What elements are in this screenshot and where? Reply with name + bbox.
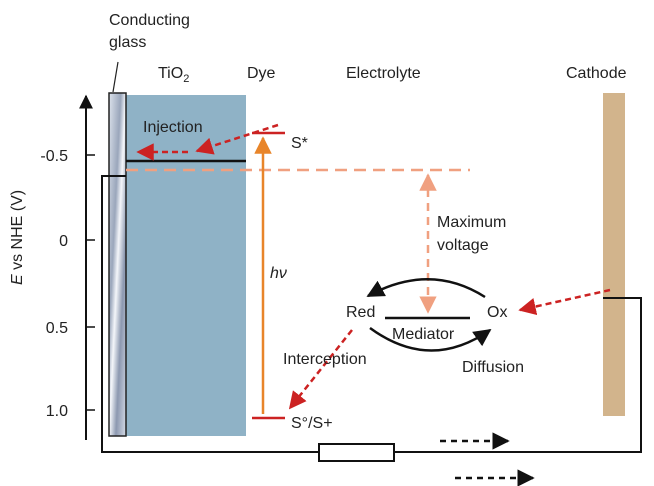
tio2-label: TiO2 [158, 65, 189, 85]
y-axis-label: E vs NHE (V) [9, 190, 26, 285]
external-circuit-left [101, 175, 319, 453]
conducting-glass [108, 92, 127, 437]
interception-arrow [288, 329, 353, 410]
cathode-label: Cathode [566, 65, 627, 82]
s-star-label: S* [291, 135, 308, 152]
red-label: Red [346, 304, 375, 321]
maximum-label: Maximum [437, 214, 506, 231]
interception-label: Interception [283, 351, 367, 368]
y-tick-label: 0.5 [46, 320, 68, 337]
electrolyte-label: Electrolyte [346, 65, 421, 82]
voltage-label: voltage [437, 237, 489, 254]
tio2-layer [126, 95, 246, 436]
conducting-glass-label: Conducting [109, 12, 190, 29]
ox-label: Ox [487, 304, 507, 321]
conducting-glass-label-2: glass [109, 34, 146, 51]
mediator-label: Mediator [392, 326, 455, 343]
external-circuit-right [394, 297, 642, 453]
mediator-arc-bottom [369, 326, 492, 352]
y-tick-label: 1.0 [46, 403, 68, 420]
diffusion-label: Diffusion [462, 359, 524, 376]
y-tick-label: 0 [59, 233, 68, 250]
mediator-arc-top [366, 278, 486, 299]
glass-pointer-line [112, 61, 119, 93]
injection-arrow-1 [195, 123, 279, 155]
cathode-to-ox-arrow [518, 288, 611, 316]
injection-label: Injection [143, 119, 203, 136]
load-resistor [318, 443, 395, 462]
y-tick-label: -0.5 [40, 148, 68, 165]
cathode-electrode [603, 93, 625, 416]
s-ground-label: S°/S+ [291, 415, 333, 432]
hv-label: hν [270, 265, 287, 282]
dye-label: Dye [247, 65, 276, 82]
